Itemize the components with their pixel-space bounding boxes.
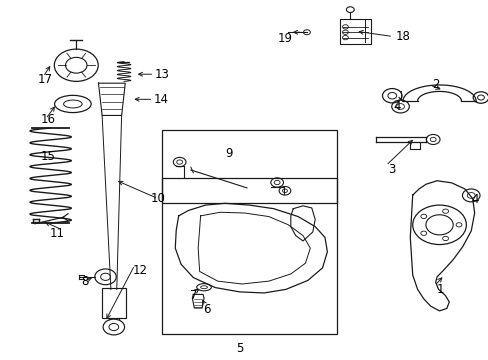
Text: 3: 3 (387, 163, 395, 176)
Text: 12: 12 (132, 264, 147, 277)
Text: 11: 11 (49, 227, 64, 240)
Text: 1: 1 (436, 283, 444, 296)
Bar (102, 288, 125, 318)
Text: 9: 9 (224, 147, 232, 159)
Text: 14: 14 (153, 93, 168, 106)
Text: 2: 2 (431, 78, 439, 91)
Text: 4: 4 (470, 193, 478, 206)
Text: 15: 15 (41, 150, 56, 163)
Text: 19: 19 (277, 32, 292, 45)
Text: 5: 5 (235, 342, 243, 355)
Text: 6: 6 (203, 303, 210, 316)
Text: 8: 8 (81, 275, 88, 288)
Bar (161, 130, 336, 203)
Bar (161, 178, 336, 334)
Text: 7: 7 (189, 289, 197, 302)
Text: 4: 4 (392, 100, 400, 113)
Bar (339, 19, 370, 44)
Text: 10: 10 (151, 192, 165, 205)
Text: 16: 16 (41, 113, 56, 126)
Text: 13: 13 (154, 68, 169, 81)
Text: 18: 18 (395, 30, 410, 43)
Text: 17: 17 (37, 73, 52, 86)
